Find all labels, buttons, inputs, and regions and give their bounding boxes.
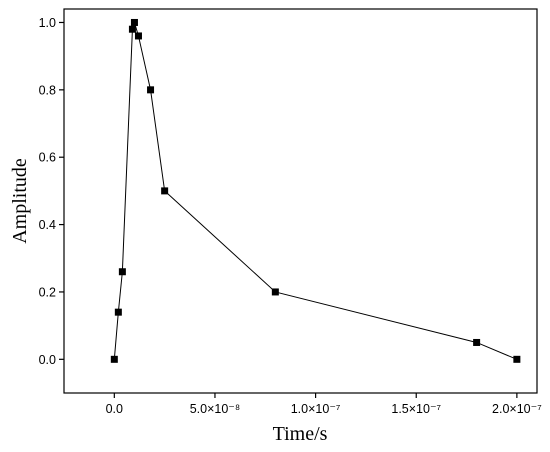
data-point bbox=[147, 86, 155, 94]
x-tick-label: 2.0×10⁻⁷ bbox=[492, 402, 542, 416]
series-line bbox=[113, 20, 518, 360]
data-point bbox=[128, 25, 136, 33]
x-tick-label: 1.5×10⁻⁷ bbox=[391, 402, 441, 416]
x-axis-ticks: 0.0 5.0×10⁻⁸ 1.0×10⁻⁷ 1.5×10⁻⁷ 2.0×10⁻⁷ bbox=[106, 393, 542, 416]
data-point bbox=[118, 268, 126, 276]
data-point bbox=[473, 338, 481, 346]
y-axis-title: Amplitude bbox=[9, 158, 31, 244]
plot-frame bbox=[63, 8, 538, 394]
y-tick-label: 0.0 bbox=[39, 353, 56, 367]
x-tick-label: 0.0 bbox=[106, 402, 123, 416]
x-axis-title: Time/s bbox=[273, 423, 328, 445]
y-tick-label: 0.8 bbox=[39, 83, 56, 97]
y-tick-label: 0.2 bbox=[39, 285, 56, 299]
data-point bbox=[161, 187, 169, 195]
data-point bbox=[134, 32, 142, 40]
x-tick-label: 5.0×10⁻⁸ bbox=[190, 402, 240, 416]
x-tick-label: 1.0×10⁻⁷ bbox=[291, 402, 341, 416]
data-point bbox=[513, 355, 521, 363]
y-tick-label: 1.0 bbox=[39, 16, 56, 30]
y-axis-ticks: 0.0 0.2 0.4 0.6 0.8 1.0 bbox=[39, 16, 64, 367]
data-point bbox=[271, 288, 279, 296]
y-tick-label: 0.4 bbox=[39, 218, 56, 232]
data-point bbox=[114, 308, 122, 316]
data-series bbox=[110, 18, 521, 363]
data-point bbox=[130, 18, 138, 26]
y-tick-label: 0.6 bbox=[39, 151, 56, 165]
data-point bbox=[110, 355, 118, 363]
